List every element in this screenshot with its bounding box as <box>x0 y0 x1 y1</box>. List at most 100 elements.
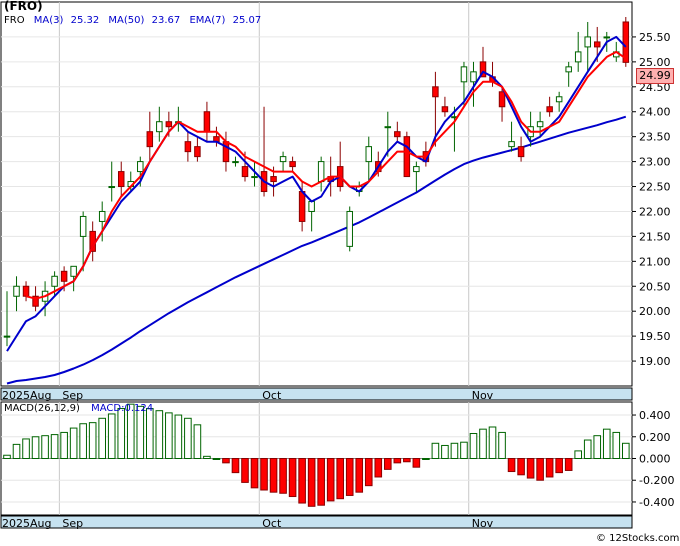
macd-bar <box>545 458 554 478</box>
macd-bar <box>203 455 211 460</box>
candle <box>289 156 296 172</box>
candle-body <box>232 161 239 164</box>
macd-bar <box>69 427 78 460</box>
candle <box>460 61 468 107</box>
macd-date-axis-label: Nov <box>472 517 494 530</box>
macd-bar <box>526 458 535 479</box>
candle-body <box>137 161 144 173</box>
macd-bar <box>241 458 249 483</box>
macd-bar <box>79 423 87 460</box>
candle <box>13 276 20 312</box>
last-price-badge: 24.99 <box>636 68 674 84</box>
price-y-tick-label: 20.50 <box>639 280 671 293</box>
price-y-tick-label: 23.50 <box>639 131 671 144</box>
macd-bar <box>117 408 126 459</box>
candle-body <box>460 66 468 83</box>
price-y-tick-label: 21.50 <box>639 230 671 243</box>
candle <box>108 161 115 202</box>
main-legend: FRO MA(3) 25.32 MA(50) 23.67 EMA(7) 25.0… <box>4 15 261 26</box>
ema7-line <box>25 50 627 300</box>
macd-bar <box>146 408 154 459</box>
macd-bar <box>184 417 192 459</box>
candle <box>117 161 125 197</box>
candle-body <box>432 86 439 98</box>
legend-ema7-label: EMA(7) <box>189 15 226 26</box>
macd-bar <box>593 435 602 459</box>
candle-body <box>565 66 572 73</box>
macd-bar <box>441 444 449 460</box>
macd-bar <box>393 458 402 464</box>
macd-bar <box>574 450 583 459</box>
candle <box>232 156 239 167</box>
candle-body <box>555 96 563 103</box>
macd-bar <box>364 458 373 487</box>
macd-bar <box>536 458 544 481</box>
chart-title: (FRO) <box>4 0 43 13</box>
candle-body <box>317 161 325 183</box>
candle-body <box>117 171 125 188</box>
macd-bar <box>155 410 164 460</box>
price-panel-frame <box>0 1 633 387</box>
candle-body <box>3 335 11 338</box>
candle <box>194 136 201 162</box>
macd-bar <box>469 433 478 459</box>
macd-bar <box>384 458 392 470</box>
candle-body <box>622 21 630 63</box>
macd-bar <box>345 458 354 496</box>
candle-body <box>270 176 277 183</box>
candle <box>517 136 525 162</box>
candle-body <box>165 121 173 128</box>
candle-body <box>308 200 315 212</box>
price-y-tick-label: 24.00 <box>639 106 671 119</box>
date-axis-band <box>0 387 633 401</box>
candle <box>3 291 11 347</box>
macd-bar <box>355 458 364 493</box>
candle-body <box>146 131 154 148</box>
candle <box>70 265 77 292</box>
macd-date-axis-band <box>0 515 633 529</box>
candle <box>546 96 553 117</box>
candle-body <box>203 111 211 133</box>
macd-bar <box>174 414 183 459</box>
macd-bar <box>22 438 30 460</box>
macd-bar <box>269 458 278 493</box>
candle <box>508 121 515 152</box>
candle-body <box>279 156 287 163</box>
candle-body <box>498 91 506 108</box>
candle <box>279 151 287 172</box>
macd-bar <box>336 458 344 500</box>
candle-body <box>32 295 39 307</box>
candle-body <box>51 275 58 287</box>
macd-bar <box>307 458 316 507</box>
legend-ma3-label: MA(3) <box>33 15 64 26</box>
macd-bar <box>450 442 459 459</box>
macd-date-axis-label: Sep <box>62 517 83 530</box>
candle-body <box>22 285 30 297</box>
macd-bar <box>88 422 97 459</box>
macd-bar <box>498 431 506 459</box>
macd-bar <box>41 435 49 459</box>
macd-bar <box>107 413 116 460</box>
macd-bar <box>193 424 202 460</box>
candle-body <box>413 166 420 173</box>
macd-bar <box>622 442 630 459</box>
macd-bar <box>279 458 287 494</box>
price-y-tick-label: 21.00 <box>639 255 671 268</box>
candle <box>403 131 411 178</box>
legend-ma50-label: MA(50) <box>108 15 145 26</box>
candle <box>565 61 572 87</box>
candle <box>346 206 353 252</box>
macd-bar <box>326 458 335 502</box>
macd-bar <box>250 458 259 489</box>
macd-label: MACD(26,12,9) <box>4 403 80 414</box>
macd-bar <box>460 441 468 460</box>
macd-bar <box>517 458 525 476</box>
candle <box>555 91 563 112</box>
price-y-tick-label: 23.00 <box>639 156 671 169</box>
macd-bar <box>31 436 40 459</box>
ma3-line <box>6 35 627 352</box>
price-y-tick-label: 22.00 <box>639 205 671 218</box>
candle-body <box>584 36 591 48</box>
candle-body <box>346 210 353 247</box>
candle <box>413 161 420 192</box>
